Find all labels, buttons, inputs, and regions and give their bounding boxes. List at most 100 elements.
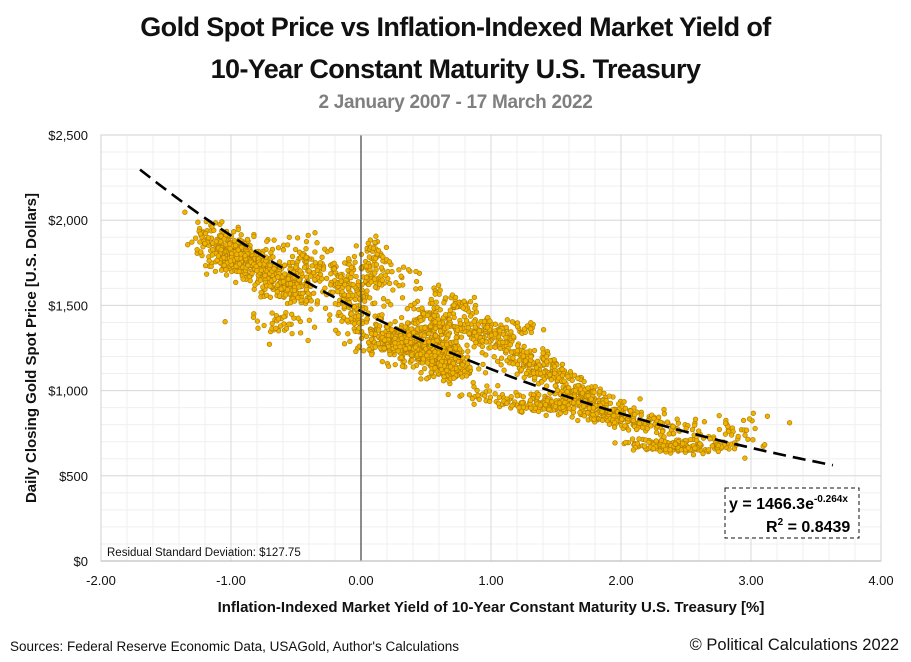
data-point [376,281,383,287]
data-point [740,417,747,424]
data-point [575,399,582,406]
data-point [651,415,657,422]
data-point [786,420,793,426]
trendline [139,168,834,467]
data-point [536,392,542,398]
data-point [671,430,677,437]
data-point [332,301,338,307]
data-point [454,327,461,333]
data-point [503,348,509,354]
data-point [277,323,284,329]
data-point [327,312,333,318]
data-point [206,258,212,264]
data-point [622,423,628,429]
data-point [637,396,643,402]
data-point [235,226,241,233]
data-point [292,246,299,253]
data-point [577,409,583,416]
data-point [341,303,347,310]
data-point [396,267,402,273]
data-point [581,413,588,419]
data-point [281,314,287,320]
data-point [192,235,199,241]
r-squared-value: = 0.8439 [783,519,850,536]
data-point [299,252,306,258]
data-point [328,271,334,277]
data-point [319,276,325,282]
data-point [503,324,509,331]
data-point [417,351,424,357]
data-point [599,417,606,423]
x-tick-label: -2.00 [86,573,116,588]
data-point [483,352,489,358]
data-point [382,272,388,278]
data-point [275,245,282,251]
data-point [457,346,463,352]
data-point [461,314,467,320]
data-point [269,320,275,327]
copyright-note: © Political Calculations 2022 [689,636,899,654]
data-point [209,252,216,258]
data-point [492,391,498,397]
data-point [215,253,221,259]
data-point [403,338,409,345]
data-point [311,324,318,330]
data-point [437,287,443,293]
data-point [408,352,415,358]
data-point [476,328,482,334]
data-point [532,405,538,411]
data-point [305,337,311,344]
data-point [674,416,680,422]
data-point [535,408,542,415]
y-tick-label: $2,500 [48,128,88,143]
data-point [518,367,525,373]
data-point [328,247,334,253]
data-point [397,344,403,350]
data-point [497,328,503,334]
data-point [495,400,502,407]
data-point [521,374,527,381]
data-point [476,366,482,372]
data-point [687,436,694,443]
data-point [258,289,264,296]
data-point [549,399,555,405]
data-point [368,331,375,337]
data-point [289,330,295,337]
data-point [570,409,577,416]
data-point [586,405,592,411]
data-point [495,383,501,389]
data-point [291,315,297,321]
data-point [399,295,406,301]
data-point [189,239,195,245]
data-point [351,304,357,310]
data-point [632,411,638,418]
data-point [460,305,466,311]
data-point [431,313,437,319]
data-point [214,257,220,263]
data-point [459,362,466,368]
data-point [661,411,668,417]
data-point [418,376,424,382]
r-squared-sup: 2 [778,517,784,528]
data-point [267,283,273,289]
data-point [599,408,605,415]
data-point [636,420,643,426]
data-point [461,298,467,304]
data-point [591,416,597,422]
data-point [484,383,490,389]
data-point [692,416,699,422]
data-point [471,329,478,336]
data-point [223,272,230,278]
data-point [631,405,637,411]
data-point [283,325,290,332]
x-tick-label: 1.00 [478,573,503,588]
data-point [672,441,679,447]
data-point [585,410,591,416]
data-point [443,335,450,342]
data-point [198,249,204,255]
data-point [392,318,398,325]
data-point [331,266,337,272]
x-tick-label: -1.00 [216,573,246,588]
data-point [210,246,216,253]
data-point [471,401,477,407]
